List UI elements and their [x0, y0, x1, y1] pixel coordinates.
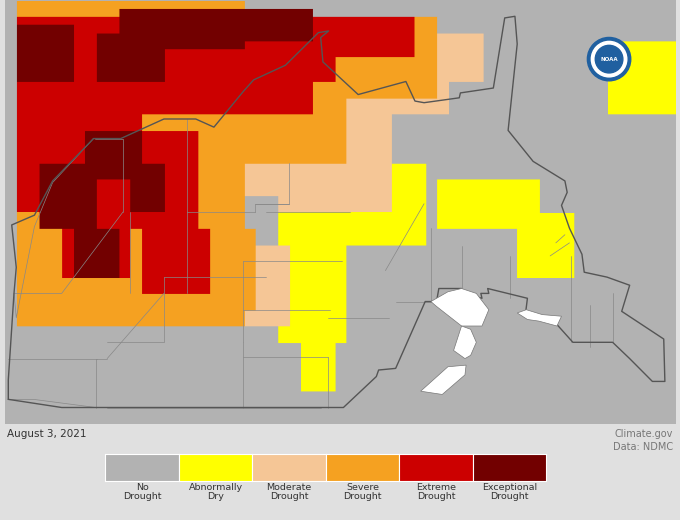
Text: August 3, 2021: August 3, 2021	[7, 429, 86, 439]
Polygon shape	[421, 365, 466, 395]
Circle shape	[588, 37, 631, 81]
Text: NOAA: NOAA	[600, 57, 618, 62]
Circle shape	[592, 42, 627, 77]
Polygon shape	[5, 0, 675, 424]
Text: Severe
Drought: Severe Drought	[343, 483, 381, 501]
Polygon shape	[517, 310, 562, 326]
Text: Abnormally
Dry: Abnormally Dry	[188, 483, 243, 501]
Text: Exceptional
Drought: Exceptional Drought	[481, 483, 537, 501]
Polygon shape	[454, 326, 476, 359]
Text: No
Drought: No Drought	[123, 483, 161, 501]
Circle shape	[595, 45, 623, 73]
Text: Climate.gov
Data: NDMC: Climate.gov Data: NDMC	[613, 429, 673, 452]
Text: Extreme
Drought: Extreme Drought	[416, 483, 456, 501]
Text: Moderate
Drought: Moderate Drought	[267, 483, 311, 501]
Polygon shape	[431, 289, 489, 326]
